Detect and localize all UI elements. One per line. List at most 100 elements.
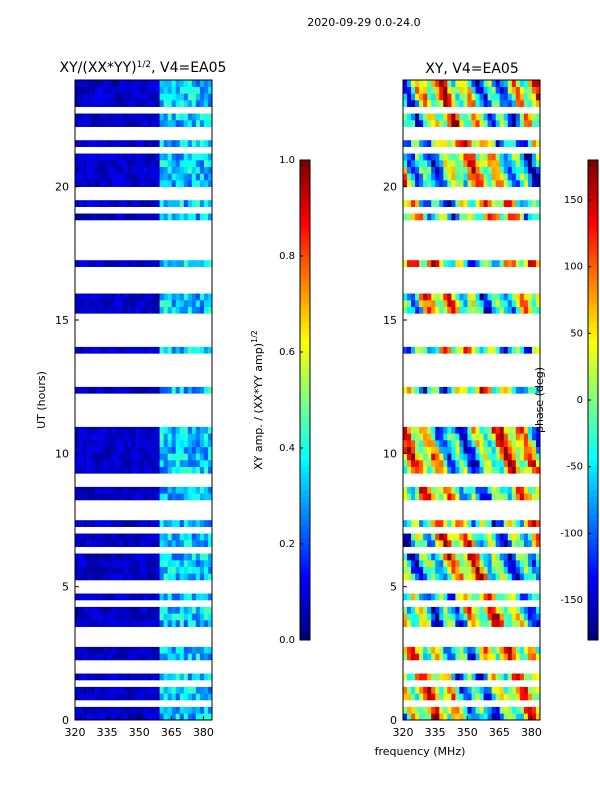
heatmap-cell (519, 293, 525, 301)
heatmap-cell (487, 613, 492, 621)
heatmap-cell (103, 446, 108, 454)
heatmap-cell (151, 113, 156, 121)
heatmap-cell (123, 573, 128, 581)
heatmap-cell (423, 80, 428, 87)
heatmap-cell (459, 180, 464, 187)
heatmap-cell (435, 180, 440, 187)
heatmap-cell (439, 540, 444, 547)
heatmap-cell (443, 260, 448, 267)
heatmap-cell (439, 306, 444, 314)
heatmap-cell (111, 540, 116, 547)
heatmap-cell (487, 306, 492, 314)
heatmap-cell (127, 113, 132, 121)
heatmap-cell (123, 460, 128, 467)
heatmap-cell (407, 346, 412, 354)
heatmap-cell (535, 293, 541, 301)
heatmap-cell (123, 80, 128, 87)
heatmap-cell (155, 593, 160, 601)
heatmap-cell (519, 440, 525, 447)
heatmap-cell (191, 140, 197, 147)
heatmap-cell (199, 346, 205, 354)
colorbar-segment (300, 166, 310, 173)
heatmap-cell (159, 140, 164, 147)
y-tick-label: 0 (390, 714, 397, 727)
heatmap-cell (179, 553, 185, 561)
heatmap-cell (427, 306, 432, 314)
heatmap-cell (103, 173, 108, 181)
heatmap-cell (499, 200, 505, 207)
heatmap-cell (459, 386, 464, 394)
heatmap-cell (427, 86, 432, 94)
heatmap-cell (143, 613, 148, 621)
heatmap-cell (495, 613, 501, 621)
heatmap-cell (163, 86, 168, 94)
heatmap-cell (191, 300, 197, 307)
heatmap-cell (403, 646, 408, 654)
heatmap-cell (491, 453, 496, 461)
heatmap-cell (139, 673, 144, 681)
heatmap-cell (127, 593, 132, 601)
heatmap-cell (155, 653, 160, 661)
heatmap-cell (151, 566, 156, 574)
heatmap-cell (187, 300, 193, 307)
heatmap-cell (463, 80, 468, 87)
heatmap-cell (479, 433, 484, 441)
heatmap-cell (467, 180, 472, 187)
heatmap-cell (507, 80, 513, 87)
heatmap-cell (183, 493, 189, 501)
heatmap-cell (127, 533, 132, 541)
heatmap-cell (479, 466, 484, 474)
heatmap-cell (151, 426, 156, 434)
heatmap-cell (503, 486, 509, 494)
heatmap-cell (143, 93, 148, 101)
heatmap-cell (143, 100, 148, 107)
heatmap-cell (407, 573, 412, 581)
heatmap-cell (207, 453, 213, 461)
heatmap-cell (191, 213, 197, 221)
heatmap-cell (199, 386, 205, 394)
heatmap-cell (195, 180, 201, 187)
heatmap-cell (475, 646, 480, 654)
heatmap-cell (467, 80, 472, 87)
heatmap-cell (455, 153, 460, 161)
heatmap-cell (451, 346, 456, 354)
heatmap-cell (115, 173, 120, 181)
heatmap-cell (407, 686, 412, 694)
heatmap-cell (151, 306, 156, 314)
heatmap-cell (527, 453, 533, 461)
heatmap-cell (155, 686, 160, 694)
heatmap-cell (107, 293, 112, 301)
heatmap-cell (199, 566, 205, 574)
heatmap-cell (183, 433, 189, 441)
heatmap-cell (459, 606, 464, 614)
heatmap-cell (175, 100, 181, 107)
heatmap-cell (403, 533, 408, 541)
heatmap-cell (447, 606, 452, 614)
heatmap-cell (119, 213, 124, 221)
heatmap-cell (463, 346, 468, 354)
heatmap-cell (167, 620, 173, 627)
heatmap-cell (463, 460, 468, 467)
heatmap-cell (115, 533, 120, 541)
heatmap-cell (83, 86, 88, 94)
heatmap-cell (103, 426, 108, 434)
heatmap-cell (451, 453, 456, 461)
heatmap-cell (195, 613, 201, 621)
colorbar-segment (300, 256, 310, 263)
heatmap-cell (411, 646, 416, 654)
heatmap-cell (167, 493, 173, 501)
heatmap-cell (203, 166, 209, 174)
heatmap-cell (167, 706, 173, 714)
heatmap-cell (499, 653, 505, 661)
heatmap-cell (523, 300, 529, 307)
heatmap-cell (403, 566, 408, 574)
heatmap-cell (155, 566, 160, 574)
heatmap-cell (479, 306, 484, 314)
heatmap-cell (195, 173, 201, 181)
heatmap-cell (479, 426, 484, 434)
heatmap-cell (511, 120, 517, 127)
heatmap-cell (159, 593, 164, 601)
heatmap-cell (483, 573, 488, 581)
heatmap-cell (427, 620, 432, 627)
